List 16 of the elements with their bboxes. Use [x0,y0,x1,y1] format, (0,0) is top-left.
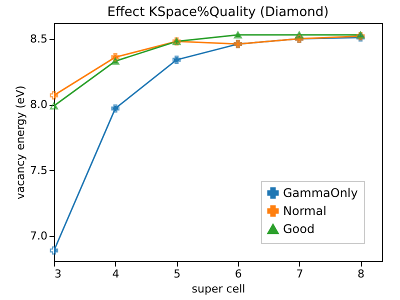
y-tick-label: 8.5 [30,32,48,46]
legend-label: Good [283,222,315,236]
x-tick-label: 7 [296,268,304,280]
y-axis-title: vacancy energy (eV) [14,86,28,200]
x-axis-title: super cell [192,282,246,296]
x-tick-label: 4 [112,268,120,280]
legend-label: Normal [283,204,326,218]
x-tick-label: 3 [54,268,62,280]
y-tick-label: 7.5 [30,164,48,177]
y-tick-label: 8.0 [30,98,48,112]
legend-label: GammaOnly [283,186,358,200]
x-tick-label: 6 [234,268,242,280]
x-tick-label: 8 [358,268,365,280]
x-tick-label: 5 [174,268,181,280]
y-tick-label: 7.0 [30,230,48,243]
chart-title: Effect KSpace%Quality (Diamond) [107,5,329,20]
